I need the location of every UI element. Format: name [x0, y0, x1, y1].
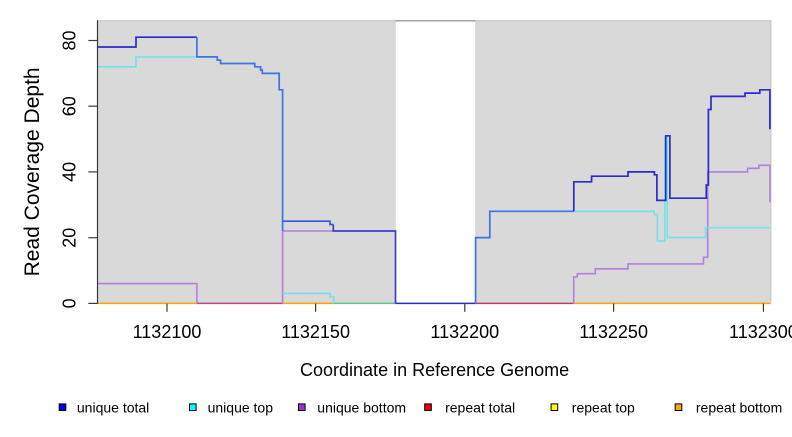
svg-text:1132200: 1132200: [430, 322, 499, 342]
svg-text:80: 80: [60, 30, 80, 50]
svg-text:repeat total: repeat total: [445, 400, 515, 416]
svg-text:Read Coverage Depth: Read Coverage Depth: [21, 67, 44, 276]
svg-text:unique top: unique top: [208, 400, 274, 416]
svg-text:repeat bottom: repeat bottom: [696, 400, 782, 416]
svg-text:repeat top: repeat top: [572, 400, 635, 416]
svg-text:unique total: unique total: [77, 400, 149, 416]
svg-text:60: 60: [60, 96, 80, 116]
svg-text:Coordinate in Reference Genome: Coordinate in Reference Genome: [300, 360, 569, 380]
svg-text:20: 20: [60, 228, 80, 248]
svg-text:unique bottom: unique bottom: [317, 400, 406, 416]
svg-text:1132100: 1132100: [133, 322, 202, 342]
svg-text:1132300: 1132300: [729, 322, 792, 342]
svg-text:1132150: 1132150: [281, 322, 350, 342]
svg-text:1132250: 1132250: [579, 322, 648, 342]
svg-text:0: 0: [60, 298, 80, 308]
svg-text:40: 40: [60, 162, 80, 182]
